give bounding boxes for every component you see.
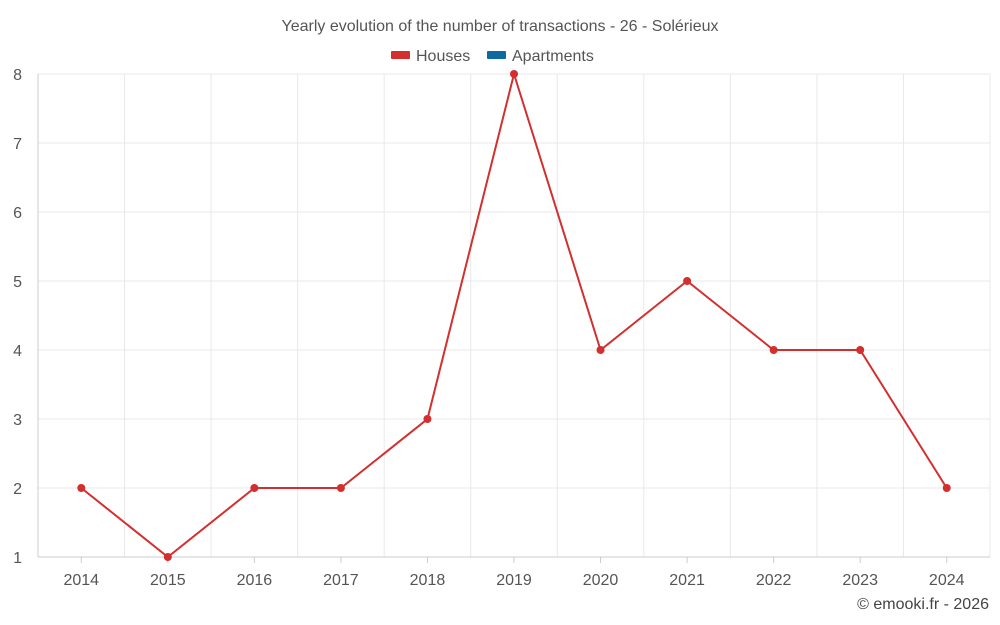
legend-item-houses[interactable]: Houses	[391, 48, 470, 65]
y-tick-label: 8	[13, 67, 22, 84]
data-point-houses[interactable]	[510, 70, 518, 78]
credit-text: © emooki.fr - 2026	[857, 596, 989, 613]
data-point-houses[interactable]	[942, 484, 951, 492]
data-point-houses[interactable]	[423, 415, 432, 423]
data-point-houses[interactable]	[856, 346, 865, 354]
x-tick-label: 2021	[669, 572, 705, 589]
x-tick-label: 2015	[150, 572, 186, 589]
y-tick-label: 7	[13, 136, 22, 153]
chart-title: Yearly evolution of the number of transa…	[282, 18, 719, 35]
y-tick-label: 4	[13, 343, 22, 360]
data-point-houses[interactable]	[596, 346, 605, 354]
x-tick-label: 2018	[410, 572, 446, 589]
x-tick-label: 2023	[842, 572, 878, 589]
x-tick-label: 2022	[756, 572, 792, 589]
y-tick-label: 3	[13, 412, 22, 429]
y-axis-labels: 1 2 3 4 5 6 7 8	[13, 67, 22, 567]
legend-label-apartments: Apartments	[512, 48, 594, 65]
axes	[37, 74, 990, 563]
x-tick-label: 2016	[237, 572, 273, 589]
x-tick-label: 2024	[929, 572, 965, 589]
data-point-houses[interactable]	[163, 553, 172, 561]
x-axis-labels: 2014 2015 2016 2017 2018 2019 2020 2021 2022 2023…	[63, 572, 964, 589]
y-tick-label: 6	[13, 205, 22, 222]
legend-swatch-houses	[391, 51, 410, 59]
grid	[38, 73, 991, 557]
data-point-houses[interactable]	[77, 484, 86, 492]
x-tick-label: 2019	[496, 572, 532, 589]
series-houses	[77, 70, 951, 561]
y-tick-label: 2	[13, 481, 22, 498]
y-tick-label: 1	[13, 550, 22, 567]
legend: Houses Apartments	[391, 48, 594, 65]
legend-item-apartments[interactable]: Apartments	[487, 48, 594, 65]
data-point-houses[interactable]	[250, 484, 259, 492]
legend-swatch-apartments	[487, 51, 506, 59]
x-tick-label: 2014	[63, 572, 99, 589]
data-point-houses[interactable]	[336, 484, 345, 492]
x-tick-label: 2017	[323, 572, 359, 589]
y-tick-label: 5	[13, 274, 22, 291]
data-point-houses[interactable]	[683, 277, 692, 285]
x-tick-label: 2020	[583, 572, 619, 589]
data-point-houses[interactable]	[769, 346, 778, 354]
legend-label-houses: Houses	[416, 48, 470, 65]
